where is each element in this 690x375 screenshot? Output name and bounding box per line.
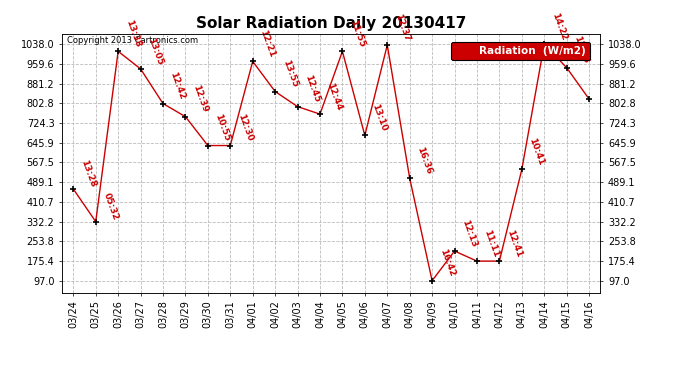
Text: Copyright 2013 Cartronics.com: Copyright 2013 Cartronics.com — [68, 36, 199, 45]
Text: 13:28: 13:28 — [79, 159, 97, 189]
Text: 05:32: 05:32 — [101, 192, 119, 222]
Text: 11:55: 11:55 — [348, 19, 366, 48]
Text: 13:10: 13:10 — [371, 103, 388, 133]
Text: 12:43: 12:43 — [572, 35, 591, 65]
Text: 12:37: 12:37 — [393, 12, 411, 42]
Text: 16:42: 16:42 — [437, 248, 456, 278]
Title: Solar Radiation Daily 20130417: Solar Radiation Daily 20130417 — [196, 16, 466, 31]
Text: 16:36: 16:36 — [415, 146, 433, 176]
Text: 14:22: 14:22 — [550, 11, 568, 42]
Text: 12:45: 12:45 — [303, 74, 322, 104]
Text: 11:11: 11:11 — [482, 228, 501, 258]
Text: 13:38: 13:38 — [124, 19, 142, 48]
Text: 12:39: 12:39 — [191, 84, 209, 114]
Text: 12:30: 12:30 — [236, 113, 254, 143]
Text: 12:44: 12:44 — [326, 81, 344, 111]
Text: 13:05: 13:05 — [146, 36, 164, 66]
Text: 12:41: 12:41 — [505, 228, 523, 258]
Text: 12:13: 12:13 — [460, 218, 478, 248]
Text: 10:55: 10:55 — [213, 113, 232, 143]
Legend: Radiation  (W/m2): Radiation (W/m2) — [451, 42, 590, 60]
Text: 13:55: 13:55 — [281, 59, 299, 89]
Text: 10:41: 10:41 — [527, 136, 546, 166]
Text: 12:42: 12:42 — [168, 71, 187, 101]
Text: 12:21: 12:21 — [258, 28, 277, 58]
